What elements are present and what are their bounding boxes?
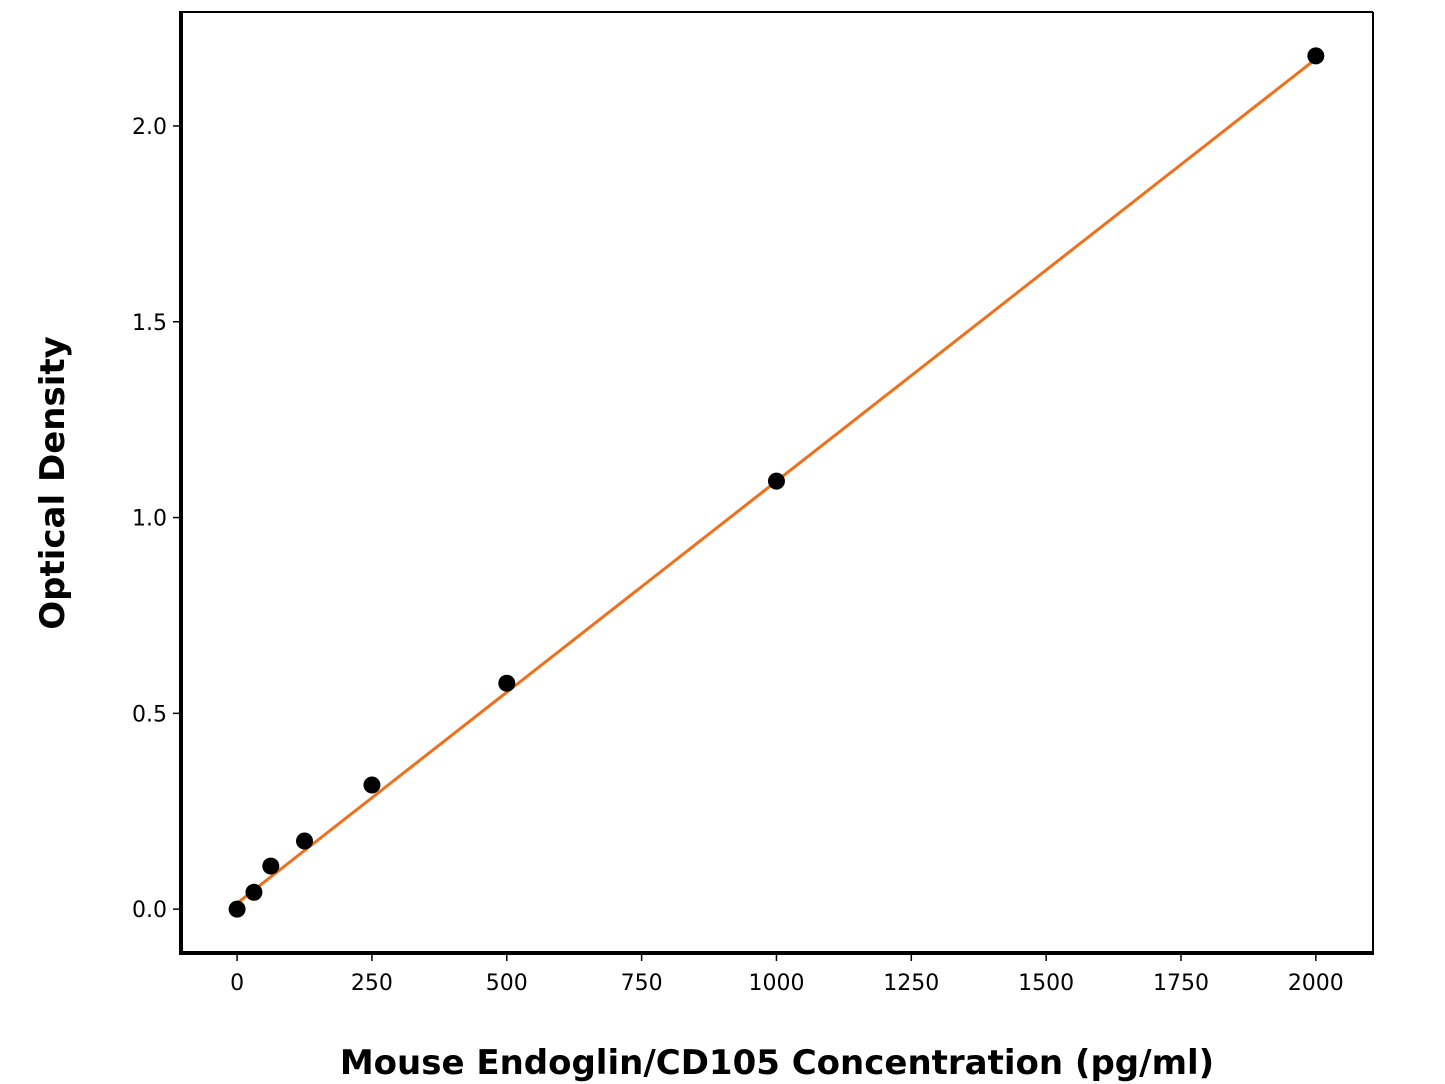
x-tick-label: 1000 bbox=[748, 971, 804, 996]
data-point bbox=[296, 832, 314, 850]
y-tick-label: 1.5 bbox=[132, 311, 167, 336]
x-tick-label: 2000 bbox=[1288, 971, 1344, 996]
y-tick-label: 0.0 bbox=[132, 898, 167, 923]
x-tick-label: 1500 bbox=[1018, 971, 1074, 996]
x-tick-label: 750 bbox=[621, 971, 663, 996]
y-tick-label: 2.0 bbox=[132, 115, 167, 140]
y-tick-label: 1.0 bbox=[132, 507, 167, 532]
data-point bbox=[245, 883, 263, 901]
x-tick-label: 0 bbox=[230, 971, 244, 996]
data-point bbox=[1307, 47, 1325, 65]
y-axis-label: Optical Density bbox=[33, 336, 73, 630]
data-point bbox=[498, 674, 516, 692]
x-tick-label: 1750 bbox=[1153, 971, 1209, 996]
x-tick-label: 1250 bbox=[883, 971, 939, 996]
x-tick-label: 250 bbox=[351, 971, 393, 996]
y-tick-label: 0.5 bbox=[132, 702, 167, 727]
data-point bbox=[363, 776, 381, 794]
data-point bbox=[767, 472, 785, 490]
data-point bbox=[262, 857, 280, 875]
data-point bbox=[228, 900, 246, 918]
x-axis-label: Mouse Endoglin/CD105 Concentration (pg/m… bbox=[340, 1043, 1214, 1083]
x-tick-label: 500 bbox=[486, 971, 528, 996]
